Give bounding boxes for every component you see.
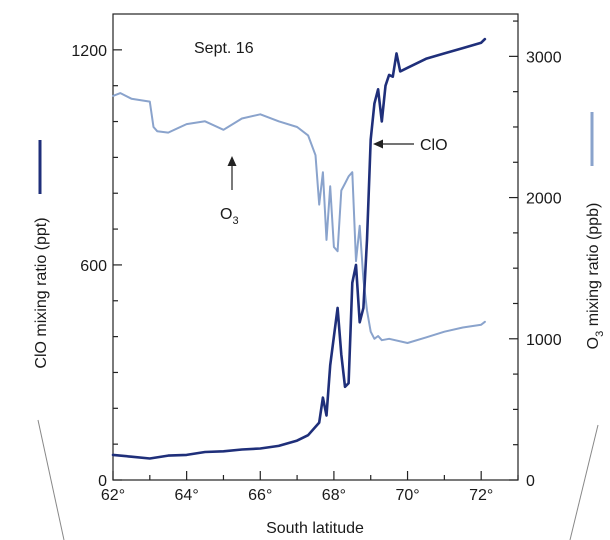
plot-frame [112, 13, 519, 481]
y-right-tick-label: 3000 [526, 49, 562, 66]
x-ticks: 62° 64° 66° 68° 70° 72° [101, 471, 519, 504]
y-left-tick-label: 1200 [71, 43, 107, 60]
y-right-title-sub: 3 [594, 331, 606, 337]
o3-label: O3 [220, 206, 239, 227]
y-ticks-right: 0 1000 2000 3000 [509, 20, 562, 490]
o3-label-base: O [220, 206, 232, 223]
clo-label: ClO [420, 137, 448, 154]
decor-line-right [569, 424, 599, 540]
y-axis-title-right-text: O3 mixing ratio (ppb) [585, 203, 606, 350]
o3-arrowhead [227, 156, 237, 166]
series-clo [111, 37, 487, 460]
y-left-tick-label: 0 [98, 473, 107, 490]
y-right-title-rest: mixing ratio (ppb) [585, 203, 602, 331]
x-tick-label: 70° [395, 487, 419, 504]
y-right-tick-label: 0 [526, 473, 535, 490]
y-left-tick-label: 600 [80, 258, 107, 275]
y-right-title-o: O [585, 337, 602, 349]
x-axis-title: South latitude [266, 520, 364, 537]
y-axis-title-left: ClO mixing ratio (ppt) [33, 140, 50, 369]
y-ticks-left: 0 600 1200 [71, 43, 122, 490]
y-axis-title-right: O3 mixing ratio (ppb) [585, 112, 606, 349]
x-tick-label: 64° [175, 487, 199, 504]
o3-label-sub: 3 [232, 215, 238, 227]
clo-arrowhead [373, 139, 383, 149]
decor-line-left [37, 419, 65, 540]
x-tick-label: 62° [101, 487, 125, 504]
clo-callout: ClO [373, 137, 448, 154]
series-o3 [112, 92, 486, 344]
date-annotation: Sept. 16 [194, 40, 254, 57]
y-axis-title-left-text: ClO mixing ratio (ppt) [33, 217, 50, 368]
y-right-tick-label: 2000 [526, 191, 562, 208]
y-right-tick-label: 1000 [526, 332, 562, 349]
o3-callout: O3 [220, 156, 239, 227]
x-tick-label: 66° [248, 487, 272, 504]
series-line-o3 [112, 92, 486, 344]
x-tick-label: 68° [322, 487, 346, 504]
series-line-clo [111, 37, 487, 460]
x-tick-label: 72° [469, 487, 493, 504]
